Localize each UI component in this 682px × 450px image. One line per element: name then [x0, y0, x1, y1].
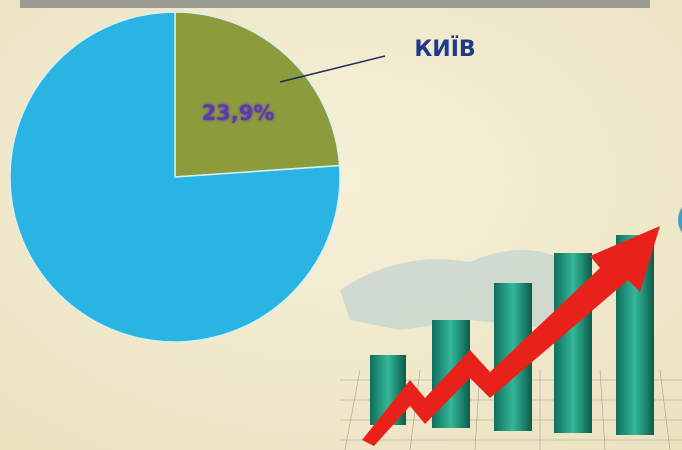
- value-label: 23,9%: [202, 101, 275, 125]
- top-bar: [20, 0, 650, 8]
- pie-slice: [9, 11, 341, 343]
- leader-line: [279, 55, 386, 83]
- pie-slice: [174, 11, 341, 178]
- growth-illustration: [340, 226, 682, 450]
- pie: [9, 11, 341, 343]
- decor-circle: [678, 207, 682, 233]
- category-label: КИЇВ: [414, 36, 475, 62]
